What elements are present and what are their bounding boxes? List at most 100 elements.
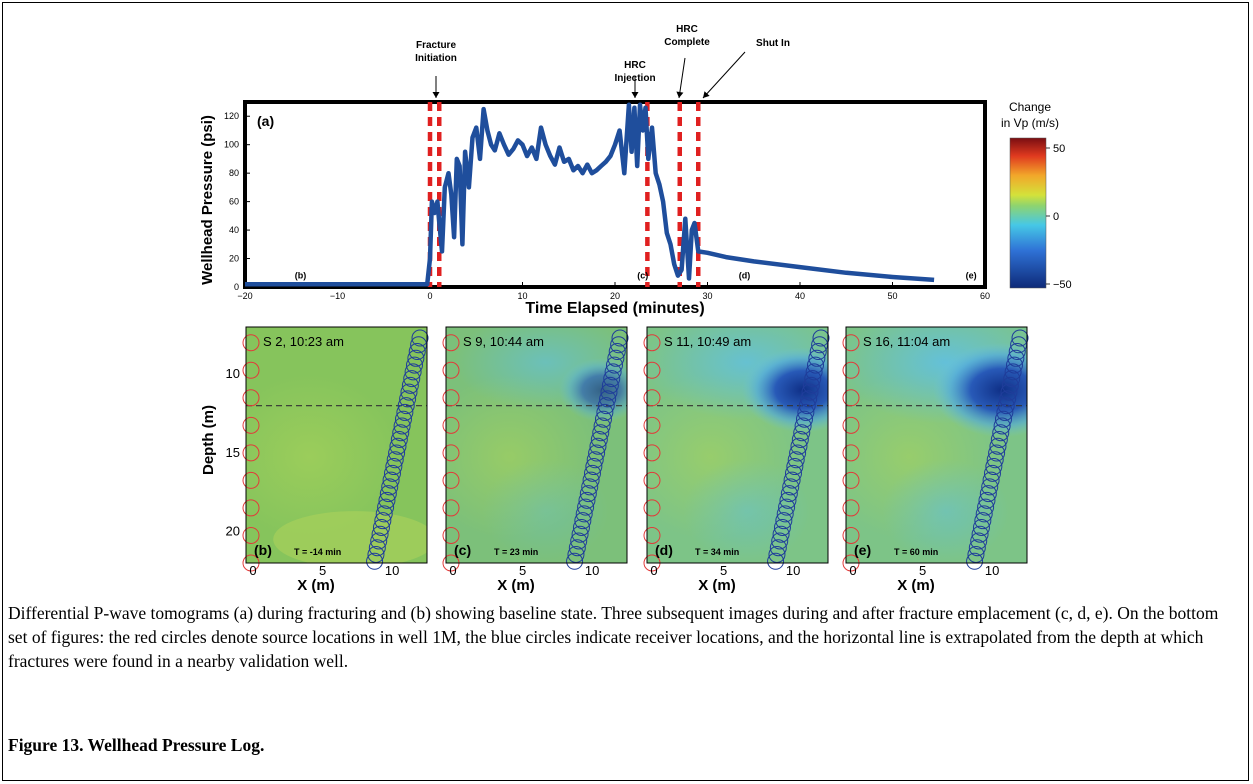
x-tick-label: 10: [985, 563, 999, 578]
source-circle: [242, 444, 260, 462]
receiver-circle: [994, 410, 1012, 428]
source-circle: [242, 471, 260, 489]
receiver-circle: [586, 451, 604, 469]
receiver-circle: [992, 424, 1010, 442]
receiver-circle: [405, 356, 423, 374]
receiver-circle: [797, 403, 815, 421]
receiver-circle: [388, 444, 406, 462]
y-tick-label: 60: [229, 197, 239, 207]
receiver-circle: [985, 458, 1003, 476]
receiver-circle: [601, 376, 619, 394]
colorbar-gradient: [1009, 137, 1047, 289]
receiver-circle: [593, 417, 611, 435]
receiver-circle: [611, 329, 629, 347]
source-circle: [643, 389, 661, 407]
receiver-circle: [789, 444, 807, 462]
receiver-circle: [787, 451, 805, 469]
receiver-circle: [579, 485, 597, 503]
receiver-circle: [603, 370, 621, 388]
source-circle: [842, 526, 860, 544]
receiver-circle: [592, 424, 610, 442]
receiver-circle: [596, 403, 614, 421]
event-arrowhead: [703, 91, 710, 98]
source-circle: [643, 526, 661, 544]
receiver-circle: [403, 370, 421, 388]
x-tick-label: 5: [319, 563, 326, 578]
receiver-circle: [401, 376, 419, 394]
receiver-circle: [370, 532, 388, 550]
source-circle: [842, 361, 860, 379]
x-tick-label: 0: [650, 563, 657, 578]
source-circle: [242, 526, 260, 544]
receiver-circle: [393, 417, 411, 435]
receiver-circle: [798, 397, 816, 415]
receiver-circle: [599, 390, 617, 408]
panel-reference-marker: (d): [739, 270, 751, 280]
receiver-circle: [399, 390, 417, 408]
receiver-circle: [972, 518, 990, 536]
x-tick-label: 30: [702, 291, 712, 301]
receiver-circle: [575, 505, 593, 523]
source-circle: [842, 444, 860, 462]
receiver-circle: [784, 464, 802, 482]
receiver-circle: [1011, 329, 1029, 347]
tomogram-title: S 9, 10:44 am: [463, 334, 544, 349]
source-circle: [643, 444, 661, 462]
depth-tick-label: 10: [226, 366, 240, 381]
source-circle: [242, 499, 260, 517]
receiver-circle: [582, 471, 600, 489]
x-tick-label: 5: [919, 563, 926, 578]
receiver-circle: [597, 397, 615, 415]
source-circle: [242, 416, 260, 434]
x-tick-label: 40: [795, 291, 805, 301]
receiver-circle: [390, 430, 408, 448]
x-tick-label: 10: [385, 563, 399, 578]
receiver-circle: [589, 437, 607, 455]
receiver-circle: [397, 397, 415, 415]
receiver-circle: [372, 518, 390, 536]
tomogram-field: [246, 374, 427, 563]
pressure-plot-area: [243, 100, 987, 289]
tomogram-time-label: T = 23 min: [494, 547, 538, 557]
receiver-circle: [381, 478, 399, 496]
panel-reference-marker: (b): [295, 270, 307, 280]
x-tick-label: −10: [330, 291, 345, 301]
tomogram-time-label: T = 34 min: [695, 547, 739, 557]
receiver-circle: [970, 532, 988, 550]
receiver-circle: [804, 370, 822, 388]
event-arrow-line: [678, 57, 686, 99]
receiver-circle: [581, 478, 599, 496]
y-tick-label: 80: [229, 168, 239, 178]
x-tick-label: 20: [610, 291, 620, 301]
depth-tick-label: 20: [226, 524, 240, 539]
receiver-circle: [974, 512, 992, 530]
x-axis-label: X (m): [297, 577, 335, 594]
tomogram-border: [845, 326, 1028, 564]
receiver-circle: [396, 403, 414, 421]
event-arrowhead: [631, 92, 639, 98]
pressure-chart: −20 −10 0 10 20 30 40 50 60 0 20 40 60 80 100 120 Fract…: [199, 24, 990, 317]
tomogram-panel-b: S 2, 10:23 am (b) T = -14 min 0 5 10 X (m): [242, 326, 429, 594]
x-tick-label: 0: [449, 563, 456, 578]
event-annotation-label: Shut In: [756, 38, 790, 49]
receiver-circle: [382, 471, 400, 489]
x-tick-label: 10: [517, 291, 527, 301]
receiver-circle: [608, 343, 626, 361]
receiver-circle: [604, 363, 622, 381]
receiver-circle: [371, 525, 389, 543]
source-circle: [643, 471, 661, 489]
receiver-circle: [981, 478, 999, 496]
receiver-circle: [780, 485, 798, 503]
tomogram-panel-label: (c): [454, 542, 471, 558]
x-tick-label: 60: [980, 291, 990, 301]
tomogram-panel-e: S 16, 11:04 am (e) T = 60 min 0 5 10 X (m): [842, 326, 1029, 594]
receiver-circle: [594, 410, 612, 428]
x-tick-label: 0: [427, 291, 432, 301]
receiver-circle: [1008, 343, 1026, 361]
source-circle: [442, 389, 460, 407]
y-tick-label: 100: [224, 140, 239, 150]
receiver-circle: [407, 349, 425, 367]
x-tick-label: 5: [720, 563, 727, 578]
figure-title: Figure 13. Wellhead Pressure Log.: [8, 735, 265, 755]
